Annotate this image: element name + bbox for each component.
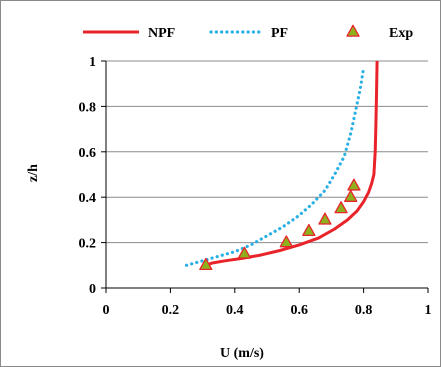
grid-lines — [106, 60, 428, 244]
x-tick-label-3: 0.6 — [290, 303, 308, 318]
exp-point-1 — [237, 246, 252, 259]
y-tick-label-0: 0 — [89, 282, 96, 297]
x-tick-label-4: 0.8 — [355, 303, 373, 318]
y-tick-label-4: 0.8 — [79, 100, 97, 115]
series-line-pf — [184, 66, 366, 267]
x-tick-label-5: 1 — [425, 303, 432, 318]
exp-point-6 — [344, 189, 358, 202]
y-tick-label-1: 0.2 — [79, 237, 97, 252]
exp-point-5 — [334, 201, 348, 214]
series-layer — [184, 60, 379, 271]
x-tick-label-0: 0 — [103, 303, 110, 318]
series-line-npf — [205, 60, 379, 267]
exp-point-4 — [318, 212, 332, 225]
x-tick-label-1: 0.2 — [162, 303, 180, 318]
x-axis-label: U (m/s) — [220, 346, 264, 361]
axes — [101, 60, 429, 293]
y-tick-label-3: 0.6 — [79, 146, 97, 161]
y-tick-label-5: 1 — [89, 55, 96, 70]
legend-label-exp: Exp — [389, 26, 413, 41]
exp-point-0 — [199, 257, 213, 271]
exp-point-7 — [347, 178, 361, 191]
legend-label-pf: PF — [271, 26, 288, 41]
legend-swatch-exp — [346, 24, 360, 37]
exp-point-3 — [302, 223, 316, 237]
exp-point-2 — [279, 235, 293, 248]
legend: NPF PF Exp — [83, 24, 413, 41]
x-tick-label-2: 0.4 — [226, 303, 244, 318]
y-axis-label: z/h — [26, 164, 41, 182]
y-tick-label-2: 0.4 — [79, 191, 97, 206]
tick-labels: 0 0.2 0.4 0.6 0.8 1 0 0.2 0.4 0.6 0.8 1 — [79, 55, 432, 318]
legend-label-npf: NPF — [148, 26, 175, 41]
